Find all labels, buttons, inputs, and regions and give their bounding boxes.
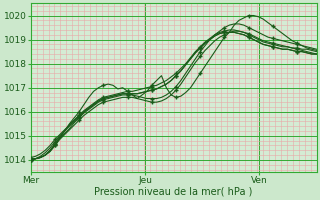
X-axis label: Pression niveau de la mer( hPa ): Pression niveau de la mer( hPa ) bbox=[94, 187, 253, 197]
